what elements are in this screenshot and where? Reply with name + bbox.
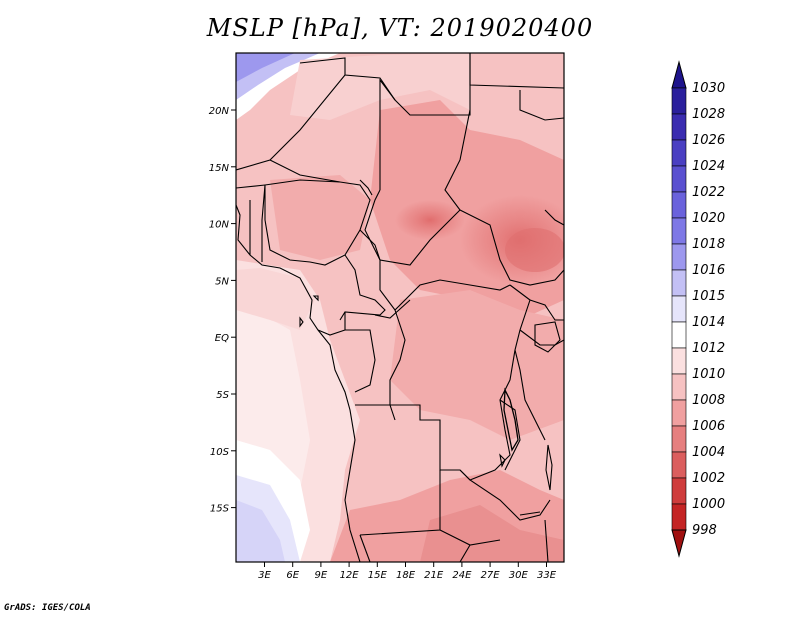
lat-tick-label: 5S: [216, 390, 229, 401]
lon-tick-label: 15E: [368, 570, 388, 581]
colorbar-segment: [671, 295, 687, 323]
latitude-axis: 20N 15N 10N 5N EQ 5S 10S 15S: [209, 106, 236, 515]
colorbar-segment: [671, 269, 687, 297]
lon-tick-label: 21E: [424, 570, 444, 581]
lat-tick-label: 20N: [209, 106, 230, 117]
grads-credit: GrADS: IGES/COLA: [4, 603, 91, 613]
lat-tick-label: 10N: [209, 220, 230, 231]
colorbar-level-label: 1020: [692, 211, 725, 226]
colorbar-level-label: 1018: [692, 237, 725, 252]
colorbar-segment: [671, 139, 687, 167]
colorbar-segment: [671, 243, 687, 271]
colorbar-segment: [671, 425, 687, 453]
lat-tick-label: 5N: [215, 276, 229, 287]
colorbar-segment: [671, 373, 687, 401]
lon-tick-label: 9E: [315, 570, 328, 581]
lon-tick-label: 24E: [452, 570, 472, 581]
colorbar-level-label: 1030: [692, 81, 725, 96]
map-frame: [235, 52, 565, 563]
colorbar-level-label: 1016: [692, 263, 725, 278]
lon-tick-label: 6E: [286, 570, 299, 581]
lat-tick-label: 15S: [210, 504, 230, 515]
colorbar-top-arrow: [671, 60, 687, 89]
lat-tick-label: EQ: [215, 333, 229, 344]
colorbar-level-label: 1028: [692, 107, 725, 122]
colorbar-segment: [671, 165, 687, 193]
colorbar-segment: [671, 477, 687, 505]
colorbar-level-label: 1014: [692, 315, 725, 330]
colorbar-level-label: 1002: [692, 471, 725, 486]
colorbar: 1030 1028 1026 1024 1022 1020 1018 1016 1015 1014…: [671, 60, 725, 558]
lon-tick-label: 3E: [258, 570, 271, 581]
lon-tick-label: 30E: [509, 570, 529, 581]
colorbar-level-label: 1022: [692, 185, 725, 200]
country-borders: [236, 53, 564, 562]
colorbar-segment: [671, 347, 687, 375]
colorbar-level-label: 1008: [692, 393, 725, 408]
colorbar-level-label: 1000: [692, 497, 725, 512]
lat-tick-label: 15N: [209, 163, 230, 174]
colorbar-segment: [671, 321, 687, 349]
pressure-field: [236, 53, 564, 562]
colorbar-segment: [671, 113, 687, 141]
colorbar-bottom-arrow: [671, 529, 687, 558]
colorbar-segment: [671, 191, 687, 219]
colorbar-segment: [671, 503, 687, 531]
colorbar-level-label: 1006: [692, 419, 725, 434]
lon-tick-label: 12E: [340, 570, 360, 581]
lon-tick-label: 18E: [396, 570, 416, 581]
lat-tick-label: 10S: [210, 447, 230, 458]
colorbar-level-label: 1012: [692, 341, 725, 356]
longitude-axis: 3E 6E 9E 12E 15E 18E 21E 24E 27E 30E 33E: [258, 562, 557, 581]
colorbar-level-label: 1004: [692, 445, 725, 460]
lon-tick-label: 33E: [537, 570, 557, 581]
colorbar-segment: [671, 87, 687, 115]
colorbar-level-label: 1015: [692, 289, 725, 304]
colorbar-level-label: 1026: [692, 133, 725, 148]
colorbar-segment: [671, 399, 687, 427]
colorbar-segment: [671, 217, 687, 245]
lon-tick-label: 27E: [481, 570, 501, 581]
colorbar-level-label: 998: [692, 523, 717, 538]
colorbar-segment: [671, 451, 687, 479]
colorbar-level-label: 1024: [692, 159, 725, 174]
chart-title: MSLP [hPa], VT: 2019020400: [206, 14, 594, 42]
colorbar-level-label: 1010: [692, 367, 725, 382]
